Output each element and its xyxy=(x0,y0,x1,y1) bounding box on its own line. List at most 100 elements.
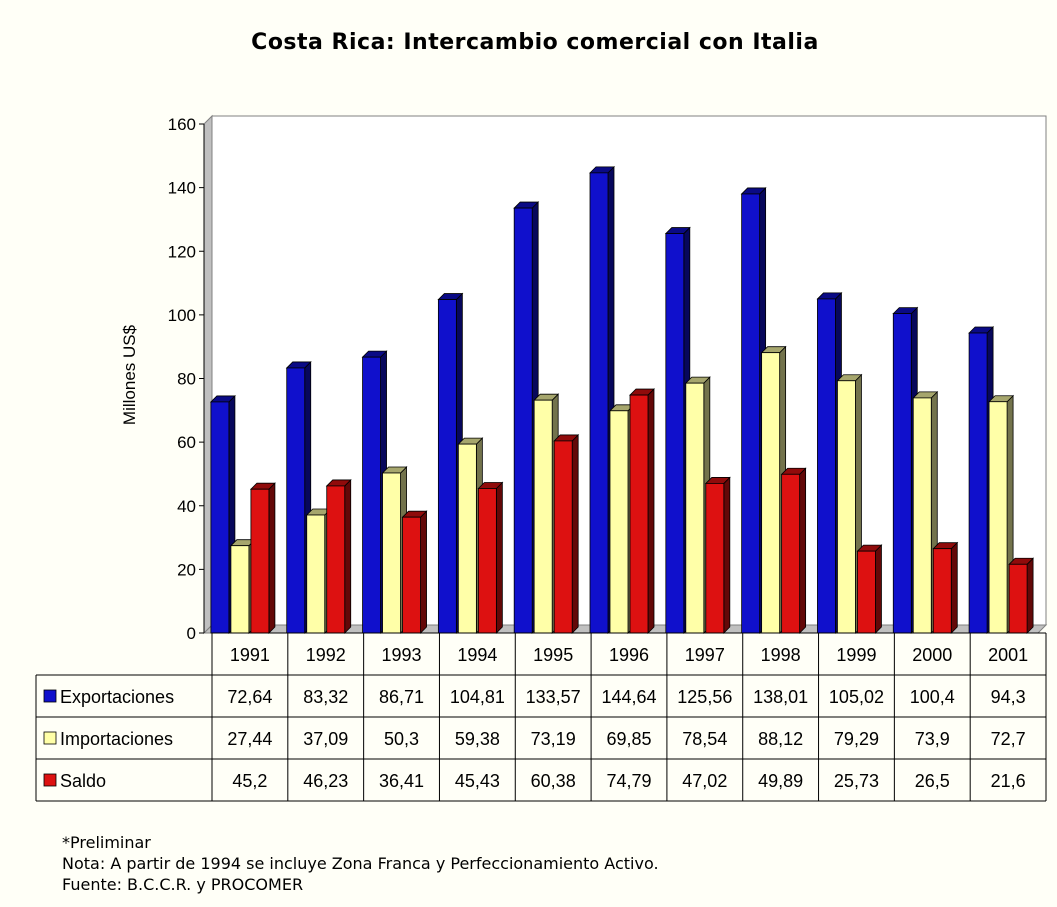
bar-side xyxy=(344,478,352,634)
note-fuente: Fuente: B.C.C.R. y PROCOMER xyxy=(62,875,304,894)
bar-front xyxy=(857,550,876,634)
legend-label-exportaciones: Exportaciones xyxy=(60,687,174,707)
bar-front xyxy=(837,380,856,634)
bar-front xyxy=(230,545,250,634)
bar-front xyxy=(741,193,761,634)
bar-saldo-1997 xyxy=(704,476,731,634)
data-label: 133,57 xyxy=(526,687,581,707)
bar-front xyxy=(437,299,457,634)
bar-side xyxy=(799,467,807,634)
bar-saldo-1992 xyxy=(325,478,352,634)
data-label: 49,89 xyxy=(758,771,803,791)
data-label: 50,3 xyxy=(384,729,419,749)
bar-saldo-1995 xyxy=(553,433,580,634)
note-zona-franca: Nota: A partir de 1994 se incluye Zona F… xyxy=(62,854,659,873)
data-label: 78,54 xyxy=(682,729,727,749)
bar-front xyxy=(286,367,306,634)
y-tick-label: 60 xyxy=(177,433,196,452)
bar-side xyxy=(268,482,276,634)
bar-front xyxy=(912,397,932,634)
bar-front xyxy=(988,401,1008,634)
bar-side xyxy=(950,541,958,634)
bar-saldo-1994 xyxy=(477,481,504,634)
y-tick-label: 20 xyxy=(177,560,196,579)
data-label: 60,38 xyxy=(531,771,576,791)
category-label: 2000 xyxy=(912,645,952,665)
y-tick-label: 0 xyxy=(187,624,196,643)
notes: *Preliminar Nota: A partir de 1994 se in… xyxy=(62,832,659,895)
data-label: 144,64 xyxy=(601,687,656,707)
bar-front xyxy=(589,172,609,634)
bar-front xyxy=(665,233,685,634)
y-axis-label: Millones US$ xyxy=(120,324,139,425)
data-label: 36,41 xyxy=(379,771,424,791)
data-label: 138,01 xyxy=(753,687,808,707)
bar-saldo-1991 xyxy=(249,482,276,634)
legend-label-importaciones: Importaciones xyxy=(60,729,173,749)
bar-front xyxy=(210,401,230,634)
category-label: 2001 xyxy=(988,645,1028,665)
data-label: 46,23 xyxy=(303,771,348,791)
bar-front xyxy=(685,382,705,634)
data-label: 45,43 xyxy=(455,771,500,791)
legend-swatch-saldo xyxy=(43,773,57,787)
data-label: 72,7 xyxy=(991,729,1026,749)
data-label: 73,19 xyxy=(531,729,576,749)
bar-front xyxy=(932,548,952,634)
data-label: 45,2 xyxy=(232,771,267,791)
data-label: 21,6 xyxy=(991,771,1026,791)
data-label: 69,85 xyxy=(606,729,651,749)
category-label: 1994 xyxy=(457,645,497,665)
data-label: 100,4 xyxy=(910,687,955,707)
bar-side xyxy=(723,476,731,634)
bar-front xyxy=(609,410,629,634)
legend-swatch-importaciones xyxy=(43,731,57,745)
data-label: 79,29 xyxy=(834,729,879,749)
bar-side xyxy=(647,388,655,634)
bar-front xyxy=(892,313,912,634)
bar-front xyxy=(457,443,477,634)
data-label: 73,9 xyxy=(915,729,950,749)
y-tick-label: 120 xyxy=(168,242,196,261)
bar-side xyxy=(1026,557,1034,634)
bar-front xyxy=(781,473,801,634)
bar-saldo-1996 xyxy=(629,388,655,634)
data-label: 88,12 xyxy=(758,729,803,749)
bar-saldo-2000 xyxy=(932,541,959,634)
data-label: 59,38 xyxy=(455,729,500,749)
y-tick-label: 80 xyxy=(177,370,196,389)
category-label: 1996 xyxy=(609,645,649,665)
category-label: 1995 xyxy=(533,645,573,665)
data-label: 47,02 xyxy=(682,771,727,791)
note-preliminar: *Preliminar xyxy=(62,833,151,852)
category-label: 1992 xyxy=(306,645,346,665)
chart-title: Costa Rica: Intercambio comercial con It… xyxy=(251,30,819,55)
bar-front xyxy=(513,207,533,634)
bar-front xyxy=(402,516,421,634)
bar-front xyxy=(761,352,781,634)
y-tick-label: 100 xyxy=(168,306,196,325)
bar-front xyxy=(817,298,836,634)
data-label: 27,44 xyxy=(227,729,272,749)
bar-saldo-2001 xyxy=(1008,557,1035,634)
bar-importaciones-2001 xyxy=(988,394,1015,634)
category-label: 1991 xyxy=(230,645,270,665)
data-label: 83,32 xyxy=(303,687,348,707)
bar-front xyxy=(629,394,649,634)
data-label: 72,64 xyxy=(227,687,272,707)
category-label: 1999 xyxy=(836,645,876,665)
bar-side xyxy=(495,481,503,634)
bar-front xyxy=(326,485,346,634)
y-tick-label: 140 xyxy=(168,179,196,198)
data-label: 25,73 xyxy=(834,771,879,791)
bar-front xyxy=(533,399,553,634)
legend-label-saldo: Saldo xyxy=(60,771,106,791)
data-label: 94,3 xyxy=(991,687,1026,707)
bar-exportaciones-1991 xyxy=(209,394,236,634)
bar-side xyxy=(571,433,579,634)
y-tick-label: 160 xyxy=(168,115,196,134)
category-label: 1997 xyxy=(685,645,725,665)
data-label: 125,56 xyxy=(677,687,732,707)
bar-front xyxy=(553,440,573,634)
